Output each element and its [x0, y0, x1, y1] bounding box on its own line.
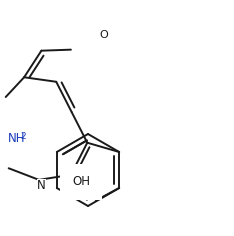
- Text: O: O: [99, 30, 108, 40]
- Text: 2: 2: [21, 132, 26, 142]
- Text: OH: OH: [72, 175, 90, 188]
- Text: N: N: [37, 179, 46, 192]
- Text: NH: NH: [8, 132, 25, 145]
